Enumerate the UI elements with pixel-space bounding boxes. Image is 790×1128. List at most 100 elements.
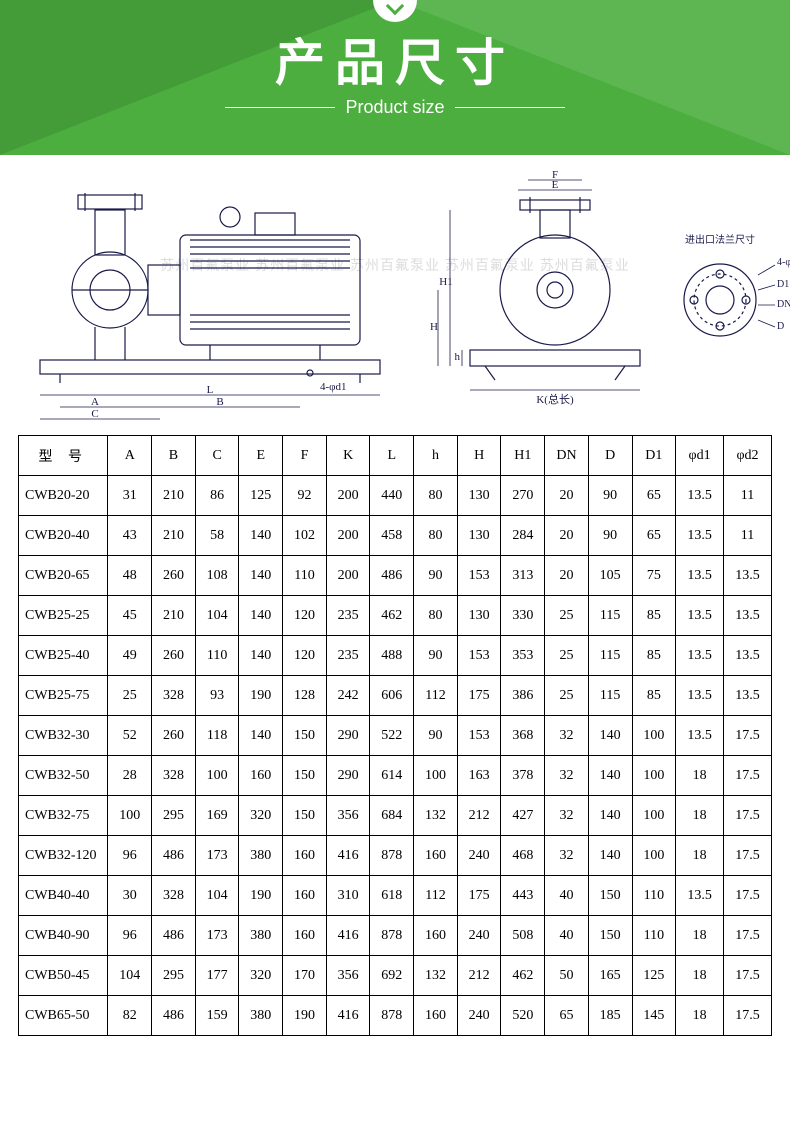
cell-value: 32: [545, 836, 589, 876]
cell-model: CWB20-65: [19, 556, 108, 596]
col-φd2: φd2: [724, 436, 772, 476]
cell-value: 85: [632, 676, 676, 716]
cell-value: 427: [501, 796, 545, 836]
cell-value: 190: [239, 676, 283, 716]
banner: 产品尺寸 Product size: [0, 0, 790, 155]
table-row: CWB25-7525328931901282426061121753862511…: [19, 676, 772, 716]
flange-title: 进出口法兰尺寸: [685, 233, 755, 246]
cell-value: 92: [283, 476, 327, 516]
cell-value: 380: [239, 996, 283, 1036]
table-row: CWB32-3052260118140150290522901533683214…: [19, 716, 772, 756]
cell-value: 132: [414, 796, 458, 836]
dim-d2: 4-φd2: [777, 257, 790, 268]
cell-value: 90: [414, 636, 458, 676]
cell-value: 75: [632, 556, 676, 596]
cell-value: 43: [108, 516, 152, 556]
cell-value: 522: [370, 716, 414, 756]
dim-D1: D1: [777, 279, 789, 290]
cell-value: 242: [326, 676, 370, 716]
cell-value: 140: [239, 716, 283, 756]
cell-value: 13.5: [676, 636, 724, 676]
table-row: CWB40-4030328104190160310618112175443401…: [19, 876, 772, 916]
cell-value: 50: [545, 956, 589, 996]
table-row: CWB65-5082486159380190416878160240520651…: [19, 996, 772, 1036]
col-D1: D1: [632, 436, 676, 476]
cell-value: 82: [108, 996, 152, 1036]
table-row: CWB32-5028328100160150290614100163378321…: [19, 756, 772, 796]
cell-model: CWB32-120: [19, 836, 108, 876]
cell-value: 20: [545, 476, 589, 516]
cell-value: 13.5: [676, 516, 724, 556]
cell-value: 240: [457, 996, 501, 1036]
cell-value: 112: [414, 676, 458, 716]
cell-value: 443: [501, 876, 545, 916]
cell-value: 160: [414, 996, 458, 1036]
cell-value: 290: [326, 716, 370, 756]
cell-value: 177: [195, 956, 239, 996]
cell-value: 18: [676, 836, 724, 876]
cell-value: 270: [501, 476, 545, 516]
col-model: 型 号: [19, 436, 108, 476]
table-row: CWB25-2545210104140120235462801303302511…: [19, 596, 772, 636]
cell-value: 153: [457, 556, 501, 596]
cell-value: 235: [326, 636, 370, 676]
cell-value: 100: [632, 796, 676, 836]
cell-value: 32: [545, 756, 589, 796]
cell-value: 153: [457, 716, 501, 756]
cell-value: 80: [414, 596, 458, 636]
cell-value: 284: [501, 516, 545, 556]
cell-value: 328: [152, 676, 196, 716]
cell-value: 260: [152, 716, 196, 756]
cell-value: 110: [195, 636, 239, 676]
cell-value: 13.5: [724, 596, 772, 636]
cell-value: 200: [326, 516, 370, 556]
cell-value: 169: [195, 796, 239, 836]
diagram-svg: A B C L 4-φd1: [0, 155, 790, 435]
cell-value: 65: [632, 516, 676, 556]
cell-value: 380: [239, 836, 283, 876]
cell-value: 878: [370, 916, 414, 956]
cell-value: 618: [370, 876, 414, 916]
table-row: CWB20-2031210861259220044080130270209065…: [19, 476, 772, 516]
cell-model: CWB50-45: [19, 956, 108, 996]
cell-value: 17.5: [724, 756, 772, 796]
cell-value: 18: [676, 916, 724, 956]
cell-value: 115: [588, 676, 632, 716]
dim-K: K(总长): [536, 392, 574, 406]
dim-D: D: [777, 321, 784, 332]
table-row: CWB32-7510029516932015035668413221242732…: [19, 796, 772, 836]
cell-value: 130: [457, 476, 501, 516]
cell-value: 330: [501, 596, 545, 636]
cell-value: 17.5: [724, 916, 772, 956]
col-B: B: [152, 436, 196, 476]
cell-value: 295: [152, 956, 196, 996]
cell-value: 140: [588, 716, 632, 756]
cell-value: 130: [457, 516, 501, 556]
cell-value: 458: [370, 516, 414, 556]
cell-value: 140: [239, 556, 283, 596]
cell-value: 85: [632, 596, 676, 636]
cell-value: 20: [545, 516, 589, 556]
cell-model: CWB20-40: [19, 516, 108, 556]
cell-value: 80: [414, 476, 458, 516]
spec-table-container: 型 号ABCEFKLhHH1DNDD1φd1φd2 CWB20-20312108…: [0, 435, 790, 1056]
cell-value: 878: [370, 996, 414, 1036]
cell-model: CWB40-40: [19, 876, 108, 916]
cell-value: 163: [457, 756, 501, 796]
cell-value: 125: [632, 956, 676, 996]
cell-value: 100: [632, 716, 676, 756]
cell-value: 356: [326, 956, 370, 996]
cell-value: 328: [152, 876, 196, 916]
cell-value: 692: [370, 956, 414, 996]
cell-value: 153: [457, 636, 501, 676]
cell-value: 462: [370, 596, 414, 636]
cell-model: CWB20-20: [19, 476, 108, 516]
cell-value: 313: [501, 556, 545, 596]
cell-value: 159: [195, 996, 239, 1036]
cell-value: 17.5: [724, 836, 772, 876]
cell-model: CWB32-30: [19, 716, 108, 756]
cell-value: 31: [108, 476, 152, 516]
cell-value: 18: [676, 796, 724, 836]
cell-value: 110: [283, 556, 327, 596]
cell-value: 185: [588, 996, 632, 1036]
